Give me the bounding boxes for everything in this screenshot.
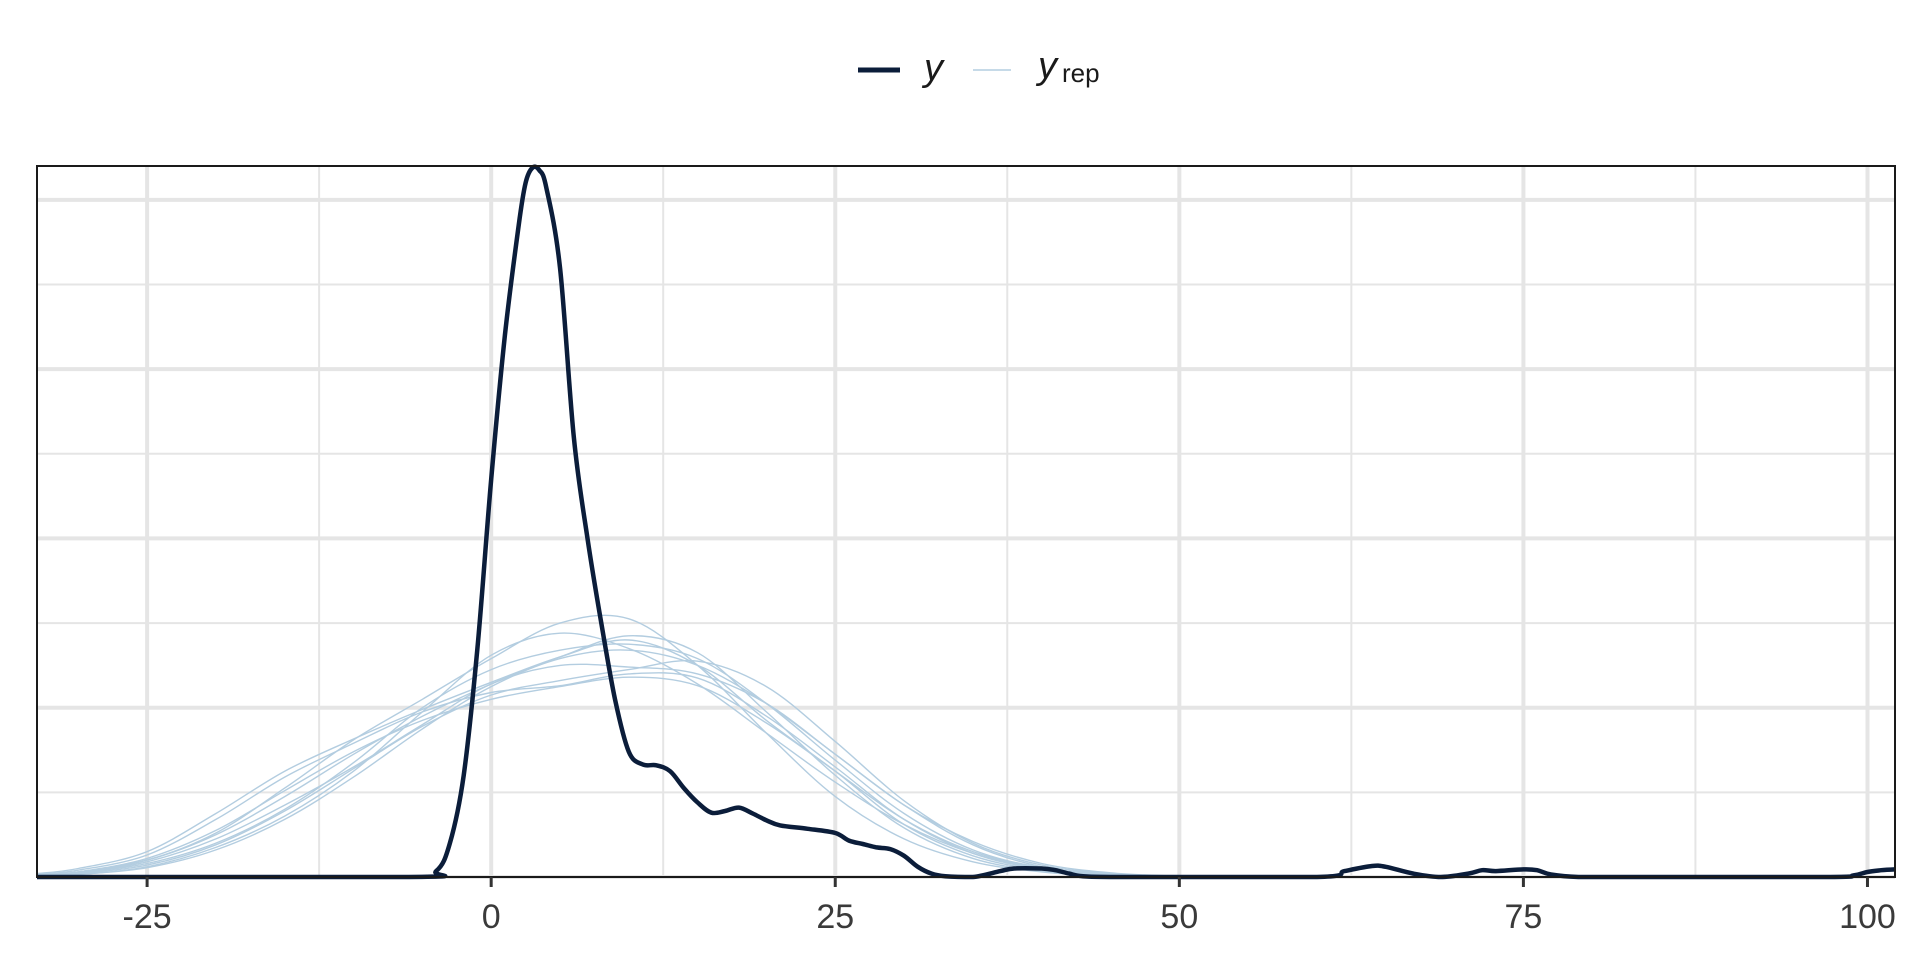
grid [37,166,1895,879]
x-tick-label: 50 [1160,898,1198,936]
legend-y-label: y [921,47,945,89]
yrep-line-10 [36,649,1249,878]
y-series-group [36,164,1896,880]
legend-yrep-subscript: rep [1062,58,1100,88]
yrep-line-6 [36,643,1249,878]
yrep-line-8 [36,635,1249,878]
yrep-series-group [36,614,1249,878]
x-axis: -25 0 25 50 75 100 [123,877,1896,936]
legend-yrep-label: y [1035,45,1059,87]
x-tick-label: -25 [123,898,172,936]
yrep-line-4 [36,632,1249,878]
x-tick-label: 100 [1839,898,1896,936]
yrep-line-2 [36,614,1249,878]
yrep-line-3 [36,663,1249,878]
legend: y y rep [858,45,1100,89]
x-tick-label: 0 [482,898,501,936]
x-tick-label: 25 [816,898,854,936]
y-line [36,164,1896,880]
x-tick-label: 75 [1504,898,1542,936]
plot-frame [36,165,1896,878]
yrep-line-7 [36,659,1249,878]
